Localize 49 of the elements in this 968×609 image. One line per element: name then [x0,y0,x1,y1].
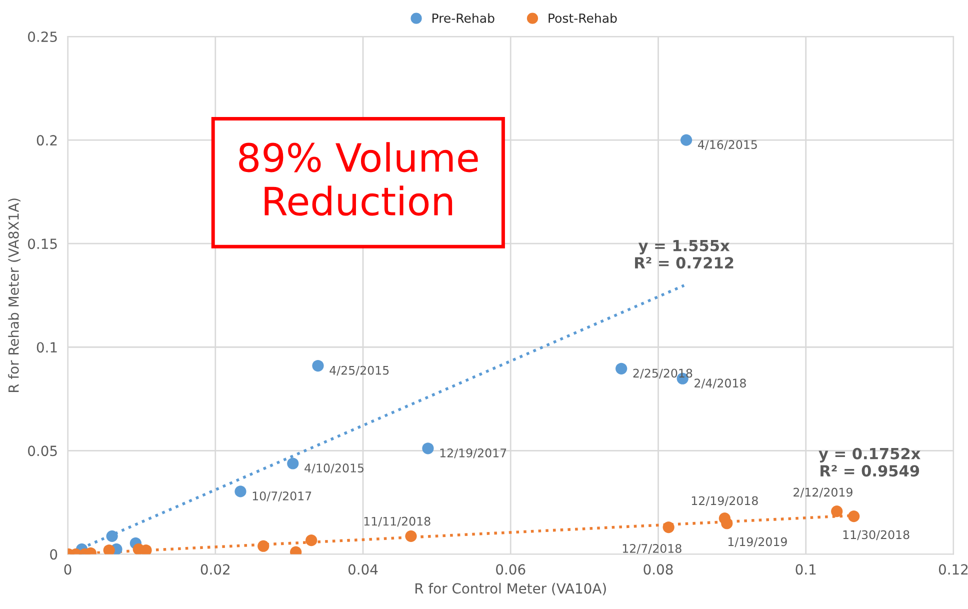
point [848,510,860,522]
annotation: 11/30/2018 [843,530,910,540]
x-tick-label: 0.06 [496,564,526,575]
point [287,458,299,470]
annotation: 10/7/2017 [252,492,312,502]
point [140,544,152,554]
x-tick-label: 0.04 [348,564,378,575]
y-tick-label: 0.1 [36,342,57,353]
y-axis-title: R for Rehab Meter (VA8X1A) [8,198,20,392]
x-axis-title: R for Control Meter (VA10A) [416,582,606,596]
annotation: 2/4/2018 [694,378,746,389]
point [831,506,843,518]
annotation: 11/11/2018 [364,516,430,527]
annotation: 4/10/2015 [304,464,364,474]
point [405,530,417,542]
point [306,534,318,546]
annotation: 12/19/2018 [692,496,758,506]
x-tick-label: 0.12 [938,564,968,575]
point [103,544,115,554]
point [258,540,270,552]
x-tick-label: 0.08 [644,564,673,575]
point [106,530,118,542]
annotation: 12/7/2018 [622,544,682,554]
point [616,362,628,374]
annotation: 4/16/2015 [698,140,757,150]
annotation: 1/19/2019 [728,537,787,548]
annotation: y = 0.1752x R² = 0.9549 [818,448,920,477]
y-tick-label: 0 [50,549,58,560]
y-tick-label: 0.05 [28,446,57,456]
point [234,486,246,498]
point [680,134,692,146]
x-tick-label: 0 [64,564,72,575]
legend-label: Pre-Rehab [432,13,494,23]
x-tick-label: 0.1 [796,564,816,575]
annotation: 2/25/2018 [633,368,692,379]
y-tick-label: 0.15 [28,238,57,250]
legend-label: Post-Rehab [548,13,617,23]
point [312,360,324,372]
x-tick-label: 0.02 [200,564,230,575]
annotation: 2/12/2019 [794,488,852,498]
annotation: 89% Volume Reduction [239,142,478,216]
point [662,521,674,534]
y-tick-label: 0.2 [36,135,57,146]
annotation: y = 1.555x R² = 0.7212 [635,240,734,269]
point [422,442,434,454]
y-tick-label: 0.25 [28,32,57,42]
annotation: 4/25/2015 [330,366,389,376]
annotation: 12/19/2017 [440,448,506,458]
point [721,518,733,530]
